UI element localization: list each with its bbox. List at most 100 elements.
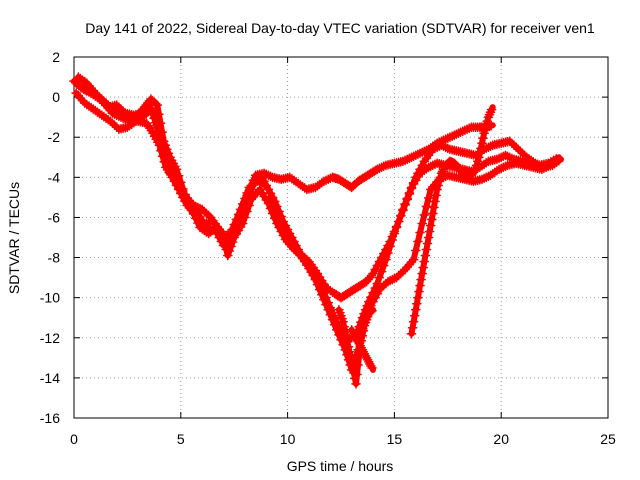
plus-marker — [400, 200, 410, 210]
plus-marker — [408, 178, 419, 188]
x-axis-label: GPS time / hours — [287, 458, 394, 474]
y-tick-label: 0 — [52, 89, 60, 105]
plus-marker — [153, 128, 164, 138]
plus-marker — [347, 362, 358, 373]
plus-marker — [409, 310, 420, 321]
series-track-4 — [77, 82, 496, 251]
plus-marker — [417, 268, 427, 279]
plus-marker — [421, 201, 432, 212]
x-tick-label: 20 — [493, 431, 509, 447]
plus-marker — [325, 309, 336, 320]
plus-marker — [346, 357, 357, 367]
plus-marker — [235, 210, 246, 220]
plus-marker — [406, 183, 417, 194]
plus-marker — [152, 100, 163, 110]
plus-marker — [272, 201, 282, 212]
plus-marker — [341, 332, 352, 342]
plus-marker — [152, 120, 162, 130]
plus-marker — [317, 289, 327, 300]
y-tick-labels: 2 0 -2 -4 -6 -8 -10 -12 -14 -16 — [40, 49, 60, 426]
plus-marker — [391, 221, 402, 232]
plus-marker — [411, 245, 421, 256]
series-track-5 — [406, 104, 497, 339]
series-track-6 — [334, 304, 377, 389]
plus-marker — [246, 180, 257, 191]
plus-marker — [482, 116, 493, 126]
plus-marker — [418, 262, 428, 273]
plus-marker — [416, 274, 426, 285]
plus-marker — [227, 234, 237, 245]
plus-marker — [366, 306, 376, 317]
plus-marker — [353, 360, 363, 370]
plus-marker — [408, 254, 419, 265]
plus-marker — [478, 133, 488, 143]
plus-marker — [155, 136, 165, 146]
plus-marker — [345, 352, 356, 362]
x-tick-label: 25 — [600, 431, 616, 447]
plus-marker — [554, 156, 564, 166]
plus-marker — [327, 314, 338, 325]
plus-marker — [435, 172, 446, 183]
y-tick-label: -16 — [40, 410, 60, 426]
plus-marker — [358, 326, 369, 336]
x-tick-labels: 0 5 10 15 20 25 — [70, 431, 616, 447]
plus-marker — [387, 231, 398, 242]
plus-marker — [343, 342, 354, 352]
y-tick-label: -8 — [48, 250, 61, 266]
x-tick-label: 10 — [280, 431, 296, 447]
plus-marker — [481, 120, 491, 130]
y-tick-label: -4 — [48, 169, 61, 185]
plus-marker — [169, 174, 180, 185]
plus-marker — [233, 216, 244, 227]
series-track-7 — [346, 325, 377, 373]
plot-frame — [73, 56, 609, 419]
plus-marker — [367, 363, 377, 373]
plus-marker — [413, 292, 423, 303]
plus-marker — [419, 256, 430, 267]
plus-marker — [323, 304, 333, 315]
plus-marker — [376, 266, 387, 277]
plus-marker — [276, 211, 286, 222]
y-tick-label: 2 — [52, 49, 60, 65]
plus-marker — [407, 323, 418, 333]
plus-marker — [248, 175, 259, 186]
plus-marker — [274, 206, 284, 217]
plus-marker — [430, 196, 440, 207]
plus-marker — [422, 238, 433, 249]
plus-marker — [240, 197, 250, 207]
plus-marker — [265, 203, 276, 214]
plus-marker — [415, 280, 425, 291]
axis-ticks — [73, 56, 609, 419]
plus-marker — [344, 347, 355, 357]
plus-marker — [479, 128, 489, 138]
plus-marker — [150, 112, 160, 122]
plus-marker — [423, 193, 434, 203]
plus-marker — [374, 272, 385, 283]
plus-marker — [339, 321, 349, 332]
plus-marker — [393, 216, 404, 227]
plus-marker — [434, 176, 445, 187]
plus-marker — [314, 284, 325, 295]
plus-marker — [398, 205, 408, 216]
plus-marker — [237, 203, 248, 214]
plus-marker — [475, 148, 485, 159]
plus-marker — [412, 298, 422, 309]
plus-marker — [267, 208, 278, 219]
plus-marker — [385, 236, 395, 247]
plus-marker — [474, 152, 484, 163]
plus-marker — [408, 316, 419, 327]
plus-marker — [242, 190, 252, 201]
plus-marker — [164, 161, 175, 171]
plus-marker — [244, 185, 254, 196]
plus-marker — [352, 369, 362, 380]
grid-lines — [74, 57, 608, 418]
plus-marker — [431, 190, 441, 201]
plus-marker — [166, 165, 176, 176]
plus-marker — [424, 226, 435, 237]
plus-marker — [423, 232, 434, 243]
plus-marker — [419, 210, 430, 220]
plus-marker — [321, 299, 331, 310]
plus-marker — [357, 331, 368, 341]
plus-marker — [329, 319, 340, 330]
